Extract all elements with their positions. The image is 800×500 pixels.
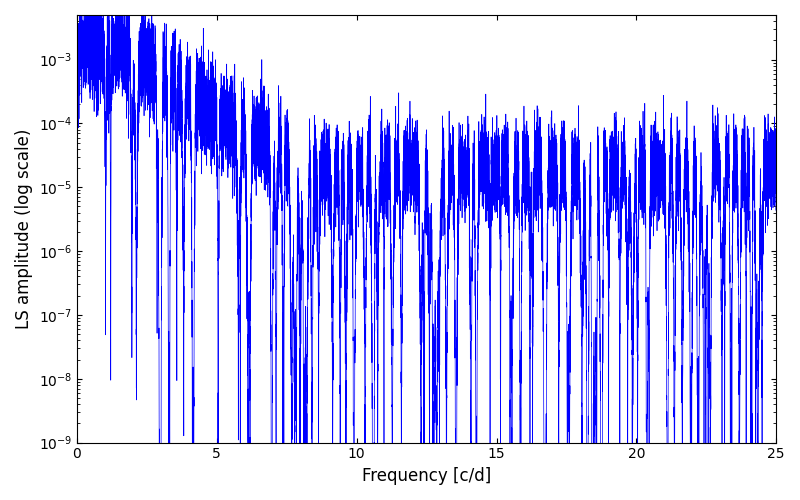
- X-axis label: Frequency [c/d]: Frequency [c/d]: [362, 467, 491, 485]
- Y-axis label: LS amplitude (log scale): LS amplitude (log scale): [15, 128, 33, 329]
